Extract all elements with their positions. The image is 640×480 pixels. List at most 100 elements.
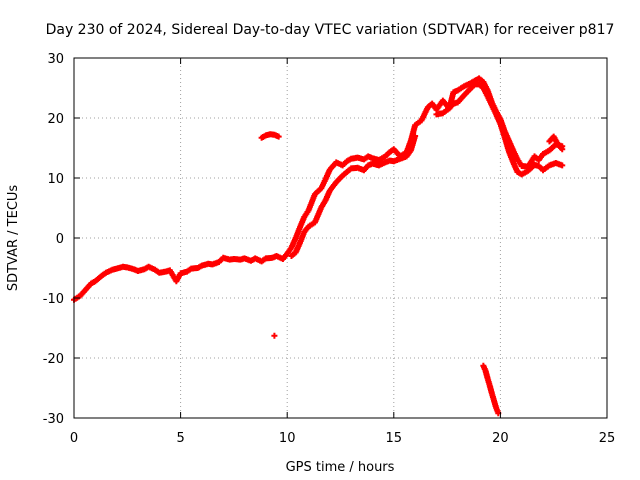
data-point-run	[485, 377, 493, 387]
data-point-run	[515, 169, 524, 177]
data-point-run	[285, 246, 294, 256]
data-point-run	[456, 84, 466, 93]
data-point-run	[426, 101, 434, 109]
data-point-run	[132, 266, 140, 274]
data-point-run	[243, 256, 253, 264]
data-point-run	[541, 163, 551, 172]
y-tick-label: 0	[56, 232, 64, 247]
data-point-run	[541, 148, 551, 157]
data-point-run	[362, 154, 370, 162]
y-tick-label: -30	[43, 412, 64, 427]
data-point-run	[456, 93, 466, 104]
data-point-run	[435, 110, 445, 118]
data-point-run	[82, 282, 93, 293]
data-point-run	[430, 102, 439, 112]
data-point-run	[371, 155, 381, 163]
y-tick-label: -10	[43, 292, 64, 307]
data-point-run	[189, 265, 200, 272]
data-point-run	[356, 165, 366, 173]
data-point-run	[556, 142, 565, 151]
data-point-run	[520, 163, 530, 170]
data-point	[412, 133, 419, 139]
data-point-run	[115, 264, 125, 272]
data-point-run	[387, 147, 396, 155]
y-tick-label: -20	[43, 352, 64, 367]
data-point-run	[392, 156, 402, 164]
data-point-run	[179, 269, 189, 276]
data-point-run	[260, 256, 268, 264]
data-point-run	[447, 101, 456, 111]
data-point-run	[217, 256, 225, 264]
data-point-run	[532, 154, 541, 162]
data-point-run	[349, 164, 359, 172]
data-point-run	[89, 279, 97, 286]
data-point	[271, 332, 278, 339]
data-point	[559, 162, 566, 169]
data-point-run	[249, 256, 257, 263]
data-point-run	[157, 268, 168, 276]
data-point-run	[462, 86, 473, 97]
x-tick-label: 10	[279, 431, 296, 446]
data-point	[559, 146, 566, 153]
data-point-run	[270, 253, 279, 261]
data-point-run	[451, 88, 460, 95]
x-tick-label: 15	[386, 431, 403, 446]
data-point-run	[536, 152, 545, 162]
data-point-run	[100, 270, 108, 278]
data-point-run	[104, 267, 114, 276]
data-point-run	[302, 209, 311, 219]
data-point-run	[493, 406, 501, 415]
x-tick-label: 25	[599, 431, 616, 446]
data-point-run	[334, 173, 345, 184]
data-point-run	[185, 266, 193, 274]
data-point-run	[462, 80, 472, 89]
data-point	[275, 133, 282, 140]
data-point-run	[520, 168, 530, 177]
data-point-run	[125, 264, 136, 272]
y-tick-label: 30	[47, 52, 64, 67]
data-point-run	[142, 264, 151, 272]
chart-title: Day 230 of 2024, Sidereal Day-to-day VTE…	[46, 22, 615, 38]
data-points	[71, 75, 566, 417]
data-point-run	[307, 220, 317, 229]
data-point-run	[264, 254, 274, 262]
data-point-run	[489, 392, 497, 402]
data-point-run	[491, 399, 499, 409]
data-point-run	[356, 155, 366, 162]
data-point-run	[147, 264, 157, 273]
data-point-run	[78, 289, 87, 298]
data-point-run	[537, 164, 545, 172]
data-point-run	[281, 251, 290, 261]
data-point-run	[477, 82, 485, 90]
data-point-run	[413, 118, 423, 127]
data-point-run	[327, 180, 339, 193]
data-point-run	[362, 163, 371, 172]
data-point-run	[377, 160, 387, 168]
data-point-run	[200, 261, 210, 269]
x-tick-label: 0	[70, 431, 78, 446]
data-point-run	[477, 76, 485, 84]
data-point-run	[548, 160, 558, 168]
data-point-run	[196, 263, 204, 271]
data-point-run	[289, 250, 298, 258]
x-tick-label: 20	[492, 431, 509, 446]
data-point-run	[153, 267, 161, 275]
data-point-run	[481, 364, 488, 372]
x-axis-label: GPS time / hours	[286, 460, 395, 475]
data-point-run	[341, 170, 349, 178]
data-point-run	[341, 159, 349, 167]
data-point-run	[468, 78, 477, 86]
y-tick-label: 10	[47, 172, 64, 187]
data-point-run	[334, 160, 345, 168]
data-point-run	[302, 224, 311, 234]
data-point-run	[232, 256, 242, 263]
data-point-run	[366, 161, 375, 168]
data-point-run	[377, 154, 387, 163]
data-point-run	[221, 255, 232, 263]
data-point-run	[383, 150, 392, 158]
data-point-run	[371, 161, 381, 168]
data-point-run	[136, 266, 146, 274]
data-point-run	[473, 76, 481, 83]
data-point-run	[441, 106, 451, 115]
